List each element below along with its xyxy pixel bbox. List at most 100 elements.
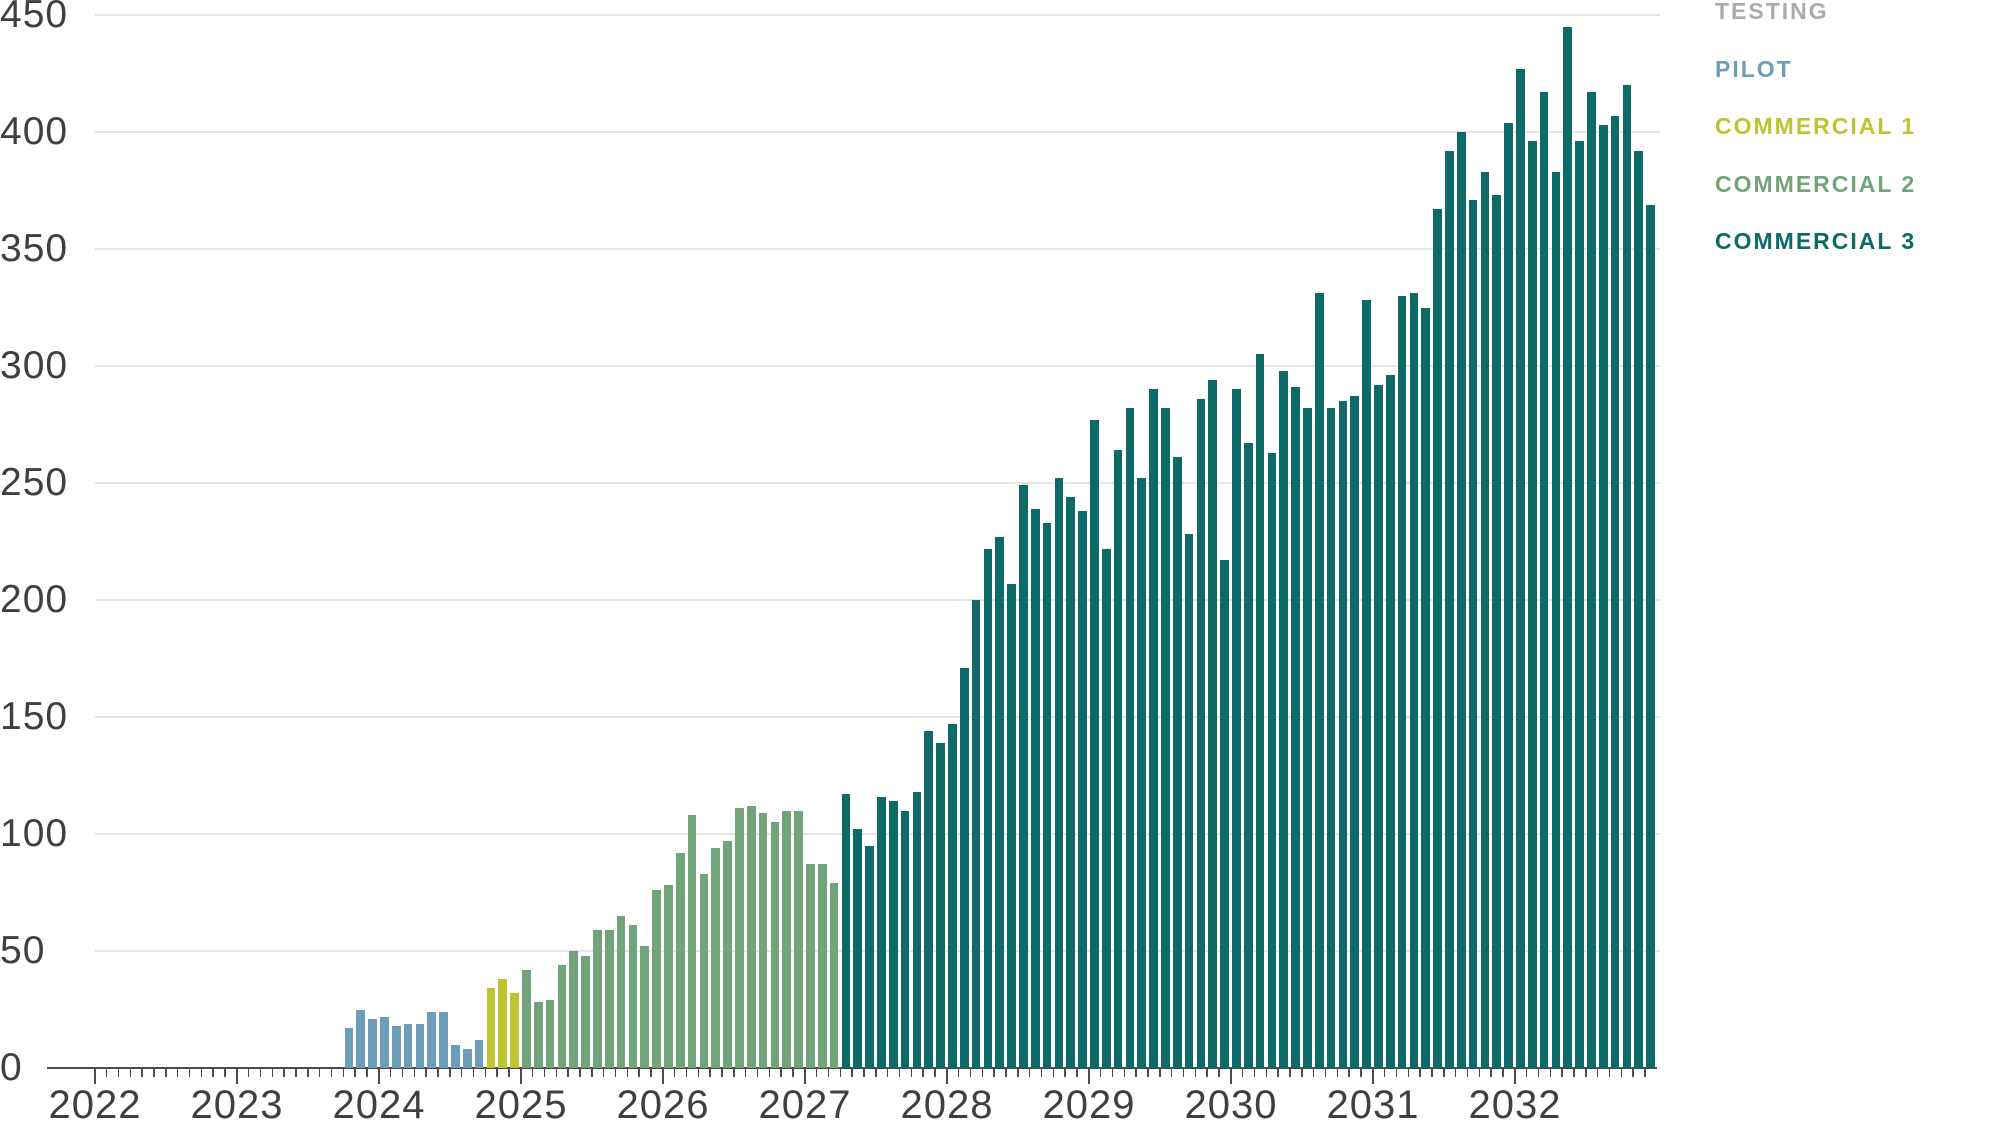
x-axis-tick-minor <box>910 1069 912 1077</box>
x-axis-tick-minor <box>1289 1069 1291 1077</box>
bar <box>640 946 650 1068</box>
gridline <box>95 599 1660 601</box>
bar <box>664 885 673 1068</box>
x-axis-tick-minor <box>366 1069 368 1077</box>
bar <box>1539 92 1549 1068</box>
x-axis-tick-minor <box>768 1069 770 1077</box>
legend-item-testing: TESTING <box>1715 0 1829 24</box>
x-axis-tick-minor <box>1277 1069 1279 1077</box>
bar <box>971 600 981 1068</box>
bar <box>853 829 863 1068</box>
x-axis-tick-minor <box>602 1069 605 1077</box>
bar <box>1468 199 1478 1068</box>
x-axis-tick-minor <box>1135 1069 1137 1077</box>
x-axis-tick-minor <box>1170 1069 1173 1077</box>
bar <box>510 993 519 1068</box>
bar <box>1551 171 1561 1068</box>
x-axis-tick-minor <box>1324 1069 1327 1077</box>
x-axis-tick-minor <box>1431 1069 1433 1077</box>
x-axis-tick-minor <box>141 1069 143 1077</box>
x-axis-year-label: 2029 <box>1042 1083 1136 1123</box>
x-axis-tick-minor <box>1525 1069 1528 1077</box>
bar <box>1149 389 1158 1068</box>
x-axis-tick-minor <box>697 1069 699 1077</box>
gridline <box>95 248 1660 250</box>
bar <box>1622 85 1632 1068</box>
x-axis-tick-minor <box>1052 1069 1054 1077</box>
bar <box>1232 389 1241 1068</box>
bar <box>533 1002 543 1068</box>
bar <box>936 742 945 1068</box>
y-axis-label: 200 <box>0 578 69 621</box>
x-axis-tick-major <box>1230 1069 1232 1084</box>
bar <box>983 548 993 1068</box>
bar <box>1314 293 1324 1068</box>
x-axis-year-label: 2022 <box>48 1083 142 1123</box>
x-axis-tick-minor <box>330 1069 333 1077</box>
bar <box>391 1025 401 1068</box>
x-axis-tick-minor <box>1632 1069 1634 1077</box>
bar <box>474 1039 484 1068</box>
x-axis-tick-minor <box>1644 1069 1646 1077</box>
x-axis-tick-minor <box>1253 1069 1256 1077</box>
bar <box>1480 171 1490 1068</box>
bar <box>593 929 602 1068</box>
bar <box>1101 548 1111 1068</box>
x-axis-tick-minor <box>815 1069 818 1077</box>
x-axis-tick-minor <box>425 1069 427 1077</box>
x-axis-tick-minor <box>1301 1069 1303 1077</box>
bar <box>344 1028 354 1068</box>
y-axis-label: 450 <box>0 0 69 36</box>
x-axis-tick-minor <box>1490 1069 1492 1077</box>
bar <box>1421 307 1431 1068</box>
x-axis-tick-minor <box>1502 1069 1504 1077</box>
bar <box>1255 354 1265 1068</box>
x-axis-tick-minor <box>1585 1069 1587 1077</box>
x-axis-tick-minor <box>318 1069 321 1077</box>
bar <box>403 1023 413 1068</box>
x-axis-year-label: 2026 <box>616 1083 710 1123</box>
x-axis-tick-minor <box>1147 1069 1149 1077</box>
x-axis-line <box>47 1066 1657 1070</box>
x-axis-tick-minor <box>1182 1069 1185 1077</box>
x-axis-tick-minor <box>827 1069 830 1077</box>
bar <box>1030 508 1040 1068</box>
y-axis-label: 300 <box>0 344 69 387</box>
bar <box>1492 195 1502 1068</box>
x-axis-year-label: 2028 <box>900 1083 994 1123</box>
bar <box>1445 150 1454 1068</box>
x-axis-tick-minor <box>1241 1069 1244 1077</box>
x-axis-tick-minor <box>733 1069 735 1077</box>
legend-item-commercial-1: COMMERCIAL 1 <box>1715 113 1917 140</box>
x-axis-tick-minor <box>437 1069 439 1077</box>
bar <box>782 810 792 1068</box>
bar <box>356 1009 366 1068</box>
x-axis-tick-minor <box>176 1069 179 1077</box>
x-axis-tick-minor <box>650 1069 652 1077</box>
bar <box>723 841 732 1068</box>
bar <box>1303 408 1312 1068</box>
bar <box>1646 204 1655 1068</box>
bar <box>569 951 579 1068</box>
bar <box>1137 478 1147 1068</box>
bar <box>439 1011 448 1068</box>
x-axis-tick-minor <box>1360 1069 1362 1077</box>
bar <box>486 988 496 1068</box>
bar <box>912 791 922 1068</box>
bar <box>959 667 969 1068</box>
bar <box>581 955 590 1068</box>
bar <box>675 852 685 1068</box>
x-axis-tick-minor <box>1466 1069 1469 1077</box>
x-axis-tick-minor <box>1596 1069 1599 1077</box>
x-axis-tick-major <box>236 1069 238 1084</box>
x-axis-tick-minor <box>1265 1069 1267 1077</box>
x-axis-tick-minor <box>354 1069 356 1077</box>
x-axis-tick-minor <box>1218 1069 1220 1077</box>
x-axis-tick-minor <box>271 1069 273 1077</box>
x-axis-tick-minor <box>567 1069 569 1077</box>
x-axis-tick-minor <box>886 1069 889 1077</box>
x-axis-year-label: 2025 <box>474 1083 568 1123</box>
bar <box>995 536 1005 1068</box>
x-axis-tick-minor <box>105 1069 108 1077</box>
